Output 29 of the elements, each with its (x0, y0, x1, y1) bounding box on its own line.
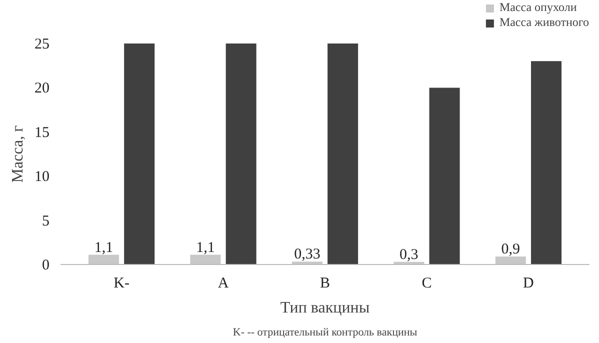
y-tick-label: 5 (42, 213, 50, 230)
bar (429, 88, 460, 264)
bar (226, 44, 256, 264)
bar (124, 44, 155, 264)
text: K- -- отрицательный контроль вакцины (232, 326, 418, 338)
x-tick-label: A (218, 276, 229, 292)
legend-label: Масса животного (499, 15, 589, 30)
y-tick-label: 10 (34, 169, 50, 186)
x-axis-title: Тип вакцины (280, 300, 370, 316)
bar (531, 61, 562, 264)
data-label: 1,1 (94, 240, 114, 256)
y-tick-label: 25 (34, 36, 50, 52)
bar (190, 254, 221, 264)
data-label: 0,33 (294, 246, 320, 263)
bar (495, 256, 526, 264)
data-label: 1,1 (196, 240, 215, 256)
x-tick-label: K- (114, 276, 130, 292)
y-tick-label: 20 (34, 80, 50, 97)
y-tick-label: 15 (34, 124, 50, 141)
data-label: 0,3 (400, 246, 418, 263)
bar (328, 44, 358, 264)
x-tick-label: C (422, 276, 432, 292)
data-label: 0,9 (501, 242, 520, 258)
bar (88, 254, 119, 264)
y-axis-title: Масса, г (10, 124, 26, 183)
x-tick-label: B (320, 276, 330, 292)
legend-label: Масса опухоли (499, 0, 577, 15)
y-tick-label: 0 (42, 258, 50, 274)
x-tick-label: D (523, 276, 534, 292)
